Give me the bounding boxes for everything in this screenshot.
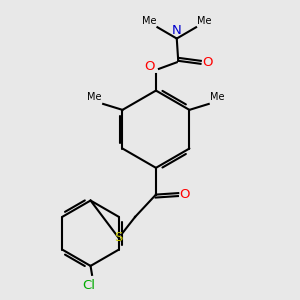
Text: O: O <box>180 188 190 201</box>
Text: O: O <box>144 60 155 73</box>
Text: S: S <box>115 231 123 244</box>
Text: N: N <box>172 24 182 37</box>
Text: O: O <box>202 56 212 69</box>
Text: Me: Me <box>142 16 157 26</box>
Text: Me: Me <box>87 92 102 102</box>
Text: Me: Me <box>197 16 212 26</box>
Text: Me: Me <box>210 92 225 102</box>
Text: Cl: Cl <box>82 279 96 292</box>
